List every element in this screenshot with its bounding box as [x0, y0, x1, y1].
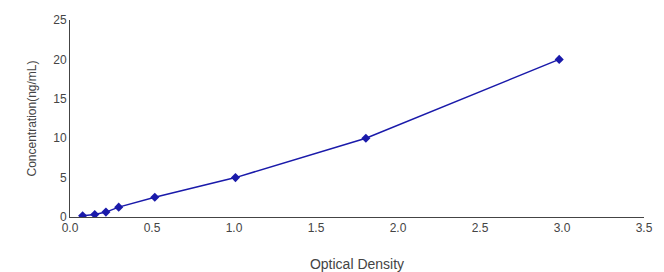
svg-text:Concentration(ng/mL): Concentration(ng/mL)	[25, 60, 39, 176]
svg-text:20: 20	[53, 53, 67, 67]
svg-text:0.0: 0.0	[62, 221, 79, 235]
svg-text:2.0: 2.0	[390, 221, 407, 235]
svg-text:Optical Density: Optical Density	[310, 256, 404, 272]
svg-text:5: 5	[60, 171, 67, 185]
svg-text:3.5: 3.5	[636, 221, 653, 235]
svg-text:2.5: 2.5	[472, 221, 489, 235]
svg-text:25: 25	[53, 13, 67, 27]
svg-text:0: 0	[60, 210, 67, 224]
svg-text:10: 10	[53, 131, 67, 145]
svg-text:1.5: 1.5	[308, 221, 325, 235]
svg-text:1.0: 1.0	[226, 221, 243, 235]
svg-text:0.5: 0.5	[144, 221, 161, 235]
svg-text:15: 15	[53, 92, 67, 106]
svg-text:3.0: 3.0	[554, 221, 571, 235]
